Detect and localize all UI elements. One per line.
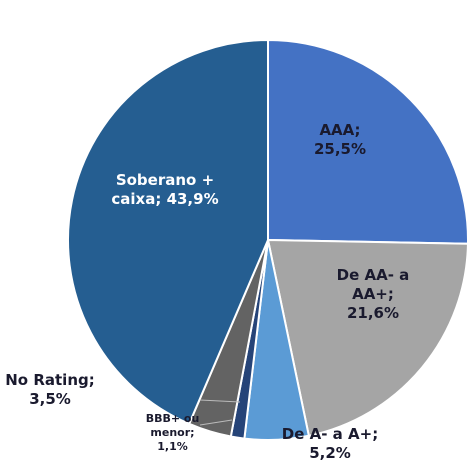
leader-line: [199, 419, 233, 426]
label-a: De A- a A+; 5,2%: [255, 425, 405, 463]
category: No Rating;: [5, 371, 95, 389]
category: De A- a A+;: [281, 425, 379, 443]
value-label: 5,2%: [309, 444, 351, 462]
leader-line: [199, 399, 241, 403]
category: AAA;: [319, 121, 361, 139]
label-aa: De AA- a AA+; 21,6%: [318, 266, 428, 323]
slices: [67, 38, 469, 441]
slice: [267, 38, 469, 245]
category: De AA- a AA+;: [336, 266, 410, 303]
slice: [266, 238, 469, 437]
value-label: 1,1%: [157, 440, 188, 453]
category: BBB+ ou menor;: [145, 412, 200, 439]
slice: [67, 38, 269, 426]
label-no-rating: No Rating; 3,5%: [0, 371, 100, 409]
label-bbb: BBB+ ou menor; 1,1%: [135, 412, 210, 454]
category: Soberano + caixa;: [111, 171, 215, 208]
value-label: 43,9%: [166, 190, 219, 208]
label-aaa: AAA; 25,5%: [295, 121, 385, 159]
value-label: 25,5%: [313, 140, 367, 158]
label-soberano: Soberano + caixa; 43,9%: [100, 171, 230, 209]
value-label: 21,6%: [346, 304, 400, 322]
value-label: 3,5%: [29, 390, 71, 408]
